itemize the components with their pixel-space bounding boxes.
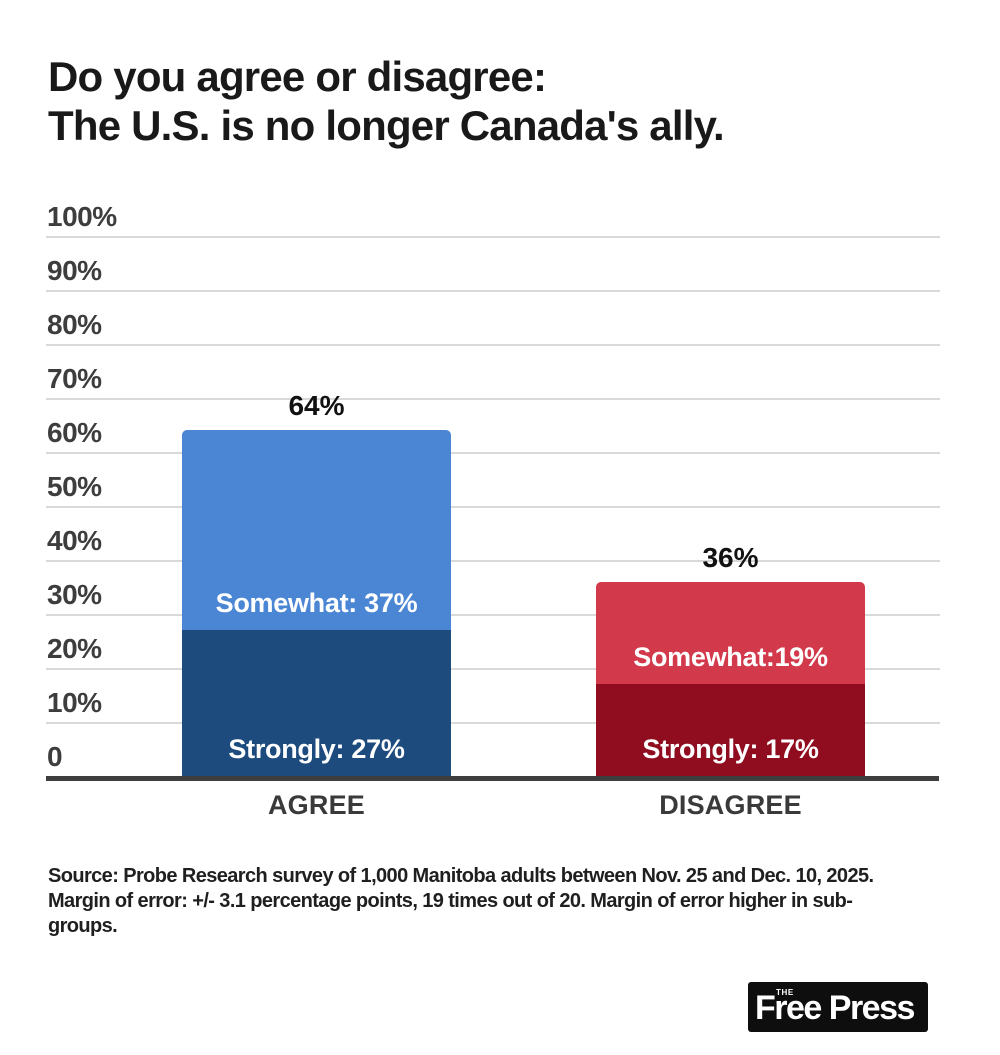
source-note-line2: Margin of error: +/- 3.1 percentage poin…	[48, 890, 853, 912]
category-label: AGREE	[267, 790, 366, 820]
y-axis-tick-label: 90%	[47, 255, 102, 286]
y-axis-tick-label: 10%	[47, 687, 102, 718]
y-axis-tick-label: 50%	[47, 471, 102, 502]
y-axis-tick-label: 20%	[47, 633, 102, 664]
gridline	[46, 344, 940, 346]
bar-agree: Strongly: 27% Somewhat: 37% 64% AGREE	[182, 236, 451, 820]
segment-value-label: Strongly: 17%	[642, 734, 819, 764]
y-axis-tick-label: 60%	[47, 417, 102, 448]
source-note-line1: Source: Probe Research survey of 1,000 M…	[48, 865, 874, 887]
bar-segment-strongly: Strongly: 17%	[596, 684, 865, 776]
gridline	[46, 668, 940, 670]
source-note-line3: groups.	[48, 915, 118, 937]
chart-title: Do you agree or disagree: The U.S. is no …	[48, 52, 725, 150]
chart-title-line1: Do you agree or disagree:	[48, 53, 547, 100]
gridline	[46, 398, 940, 400]
bar-total-label: 64%	[288, 390, 345, 422]
y-axis-tick-label: 70%	[47, 363, 102, 394]
segment-value-label: Somewhat: 37%	[215, 588, 418, 619]
bar-segment-somewhat: Somewhat: 37%	[182, 430, 451, 631]
gridline	[46, 452, 940, 454]
gridline	[46, 236, 940, 238]
gridline	[46, 614, 940, 616]
stacked-bar-chart: 100% 90% 80% 70% 60% 50% 40% 30% 20% 10% 0 Strongly…	[46, 201, 940, 820]
bar-segment-somewhat: Somewhat:19%	[596, 581, 865, 685]
segment-value-label: Somewhat:19%	[633, 642, 828, 673]
free-press-logo-the: THE	[776, 988, 794, 997]
free-press-logo: THE Free Press	[748, 982, 928, 1032]
gridline	[46, 722, 940, 724]
category-label: DISAGREE	[659, 790, 802, 820]
source-note: Source: Probe Research survey of 1,000 M…	[48, 864, 874, 939]
bar-segment-strongly: Strongly: 27%	[182, 630, 451, 776]
free-press-logo-name: Free Press	[755, 989, 915, 1027]
segment-value-label: Strongly: 27%	[228, 734, 405, 764]
y-axis-tick-label: 30%	[47, 579, 102, 610]
x-axis-line	[46, 776, 939, 781]
gridline	[46, 560, 940, 562]
y-axis-tick-label: 0	[47, 741, 63, 772]
bar-disagree: Strongly: 17% Somewhat:19% 36% DISAGREE	[596, 236, 865, 820]
bar-total-label: 36%	[702, 541, 759, 573]
gridline	[46, 290, 940, 292]
y-axis-tick-label: 40%	[47, 525, 102, 556]
gridline	[46, 506, 940, 508]
y-axis-tick-label: 80%	[47, 309, 102, 340]
y-axis-tick-label: 100%	[47, 201, 117, 232]
chart-title-line2: The U.S. is no longer Canada's ally.	[48, 102, 725, 149]
